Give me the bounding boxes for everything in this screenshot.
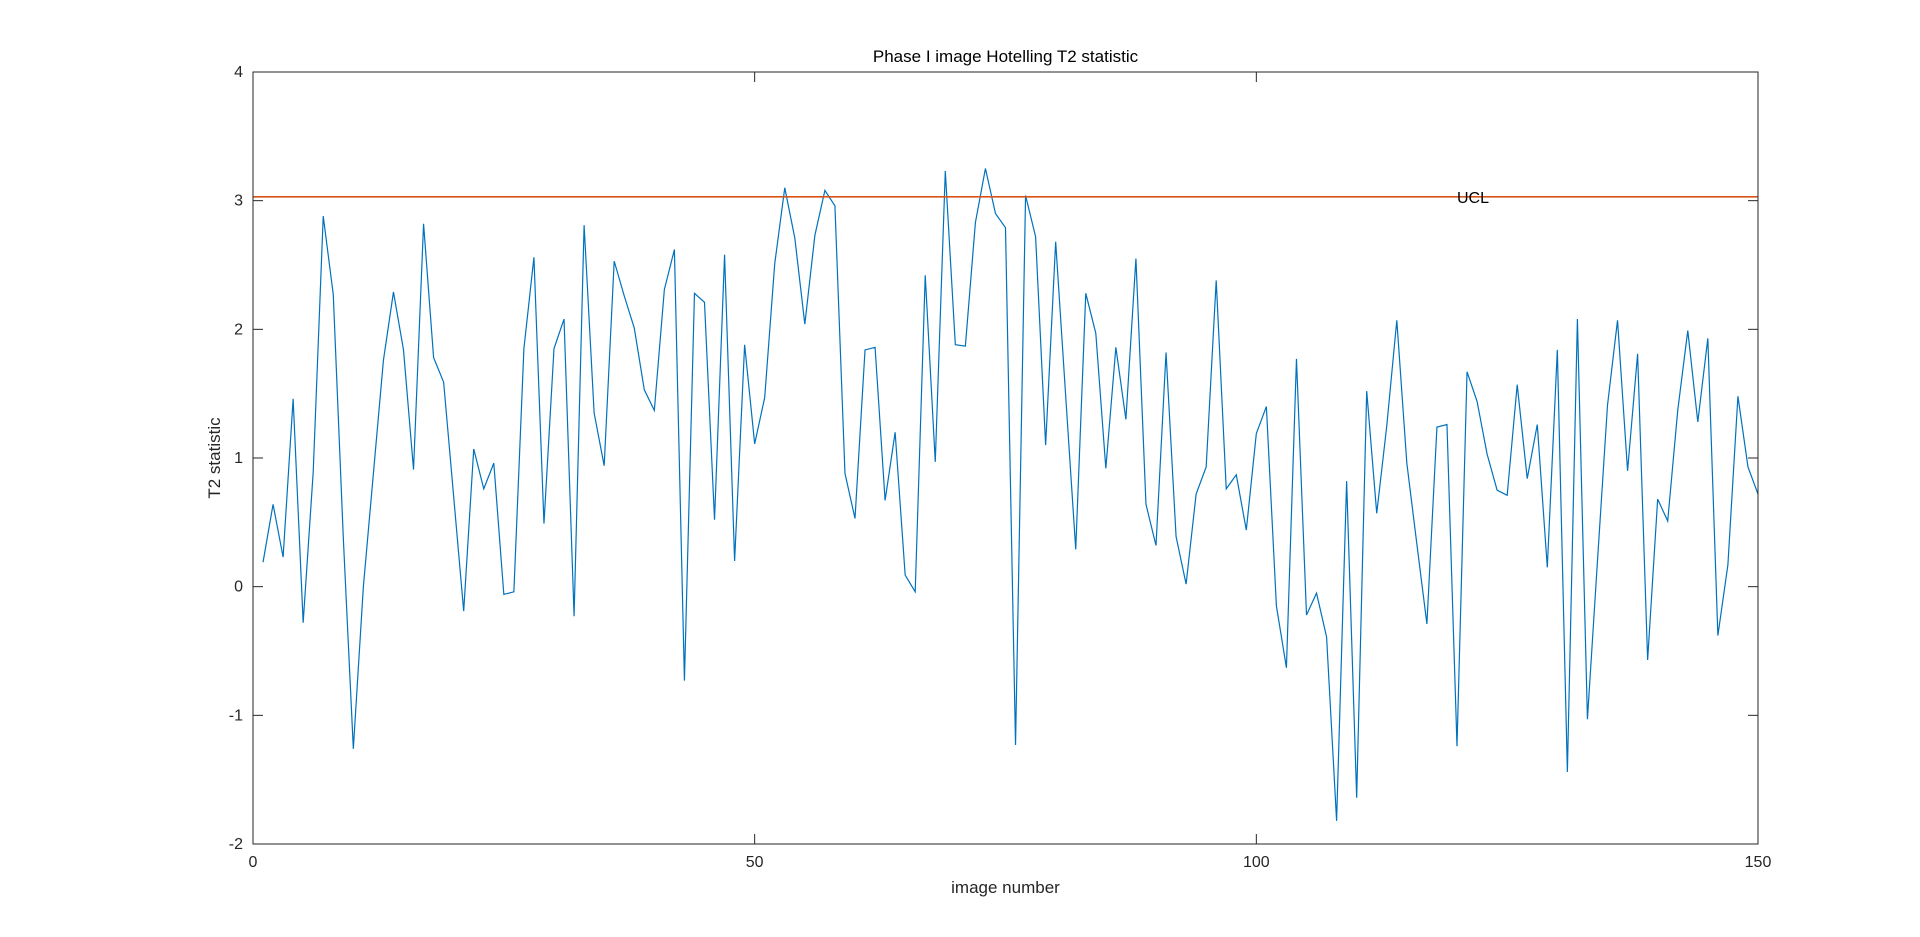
ucl-label: UCL — [1457, 190, 1489, 207]
x-tick-label: 0 — [249, 854, 258, 871]
y-tick-label: -2 — [229, 836, 243, 853]
axes-box — [252, 71, 1759, 845]
x-tick-label: 150 — [1745, 854, 1772, 871]
series-layer — [262, 168, 1759, 821]
reference-line-layer: UCL — [253, 190, 1758, 207]
chart-title: Phase I image Hotelling T2 statistic — [873, 47, 1139, 66]
y-tick-label: 2 — [234, 321, 243, 338]
series-line — [262, 168, 1759, 821]
y-tick-label: 4 — [234, 64, 243, 81]
y-tick-label: 1 — [234, 450, 243, 467]
y-axis-label: T2 statistic — [205, 417, 224, 499]
plot-area-background — [253, 72, 1758, 844]
x-tick-label: 50 — [746, 854, 764, 871]
ticks-layer: 0 50 100 150 -2 -1 0 1 2 3 4 — [229, 64, 1772, 871]
y-tick-label: -1 — [229, 707, 243, 724]
x-tick-label: 100 — [1243, 854, 1270, 871]
y-tick-label: 0 — [234, 579, 243, 596]
y-tick-label: 3 — [234, 193, 243, 210]
x-axis-label: image number — [951, 878, 1060, 897]
